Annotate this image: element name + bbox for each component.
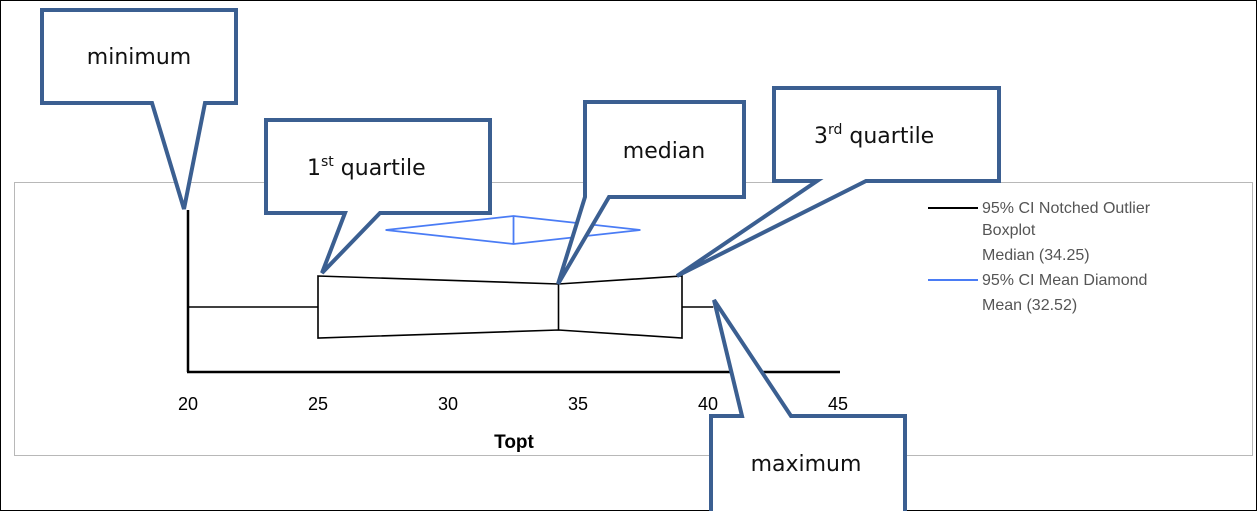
callout-median-shape [556,100,746,286]
x-tick-label: 25 [308,394,328,414]
q1-number: 1 [307,156,321,181]
legend: 95% CI Notched Outlier Boxplot Median (3… [928,200,1151,314]
legend-boxplot-line2: Boxplot [982,222,1036,239]
legend-diamond-line1: 95% CI Mean Diamond [982,272,1147,289]
mean-diamond-shape [385,215,641,245]
callout-maximum-label: maximum [751,452,862,477]
x-axis-title: Topt [494,432,534,453]
q1-rest: quartile [334,156,426,181]
callout-minimum: minimum [40,8,238,210]
callout-third-quartile-label: 3rd quartile [814,122,934,149]
notched-boxplot [188,275,714,339]
mean-diamond [385,215,641,245]
legend-diamond-line2: Mean (32.52) [982,297,1077,314]
callout-minimum-label: minimum [87,45,191,70]
q1-superscript: st [321,154,334,170]
notched-box [317,275,683,339]
callout-first-quartile-shape [264,118,492,275]
callout-median: median [556,100,746,286]
q3-number: 3 [814,124,828,149]
callout-median-label: median [623,139,705,164]
x-tick-label: 30 [438,394,458,414]
callout-maximum-shape [709,298,907,511]
legend-boxplot-line1: 95% CI Notched Outlier [982,200,1151,217]
x-tick-labels: 20 25 30 35 40 45 [178,394,848,414]
callout-third-quartile-shape [675,86,1001,278]
q3-rest: quartile [842,124,934,149]
callout-first-quartile-label: 1st quartile [307,154,426,181]
q3-superscript: rd [828,122,842,138]
callout-third-quartile: 3rd quartile [675,86,1001,278]
callout-maximum: maximum [709,298,907,511]
x-tick-label: 20 [178,394,198,414]
x-tick-label: 45 [828,394,848,414]
callout-minimum-shape [40,8,238,210]
callout-first-quartile: 1st quartile [264,118,492,275]
x-tick-label: 35 [568,394,588,414]
x-tick-label: 40 [698,394,718,414]
legend-boxplot-line3: Median (34.25) [982,247,1090,264]
